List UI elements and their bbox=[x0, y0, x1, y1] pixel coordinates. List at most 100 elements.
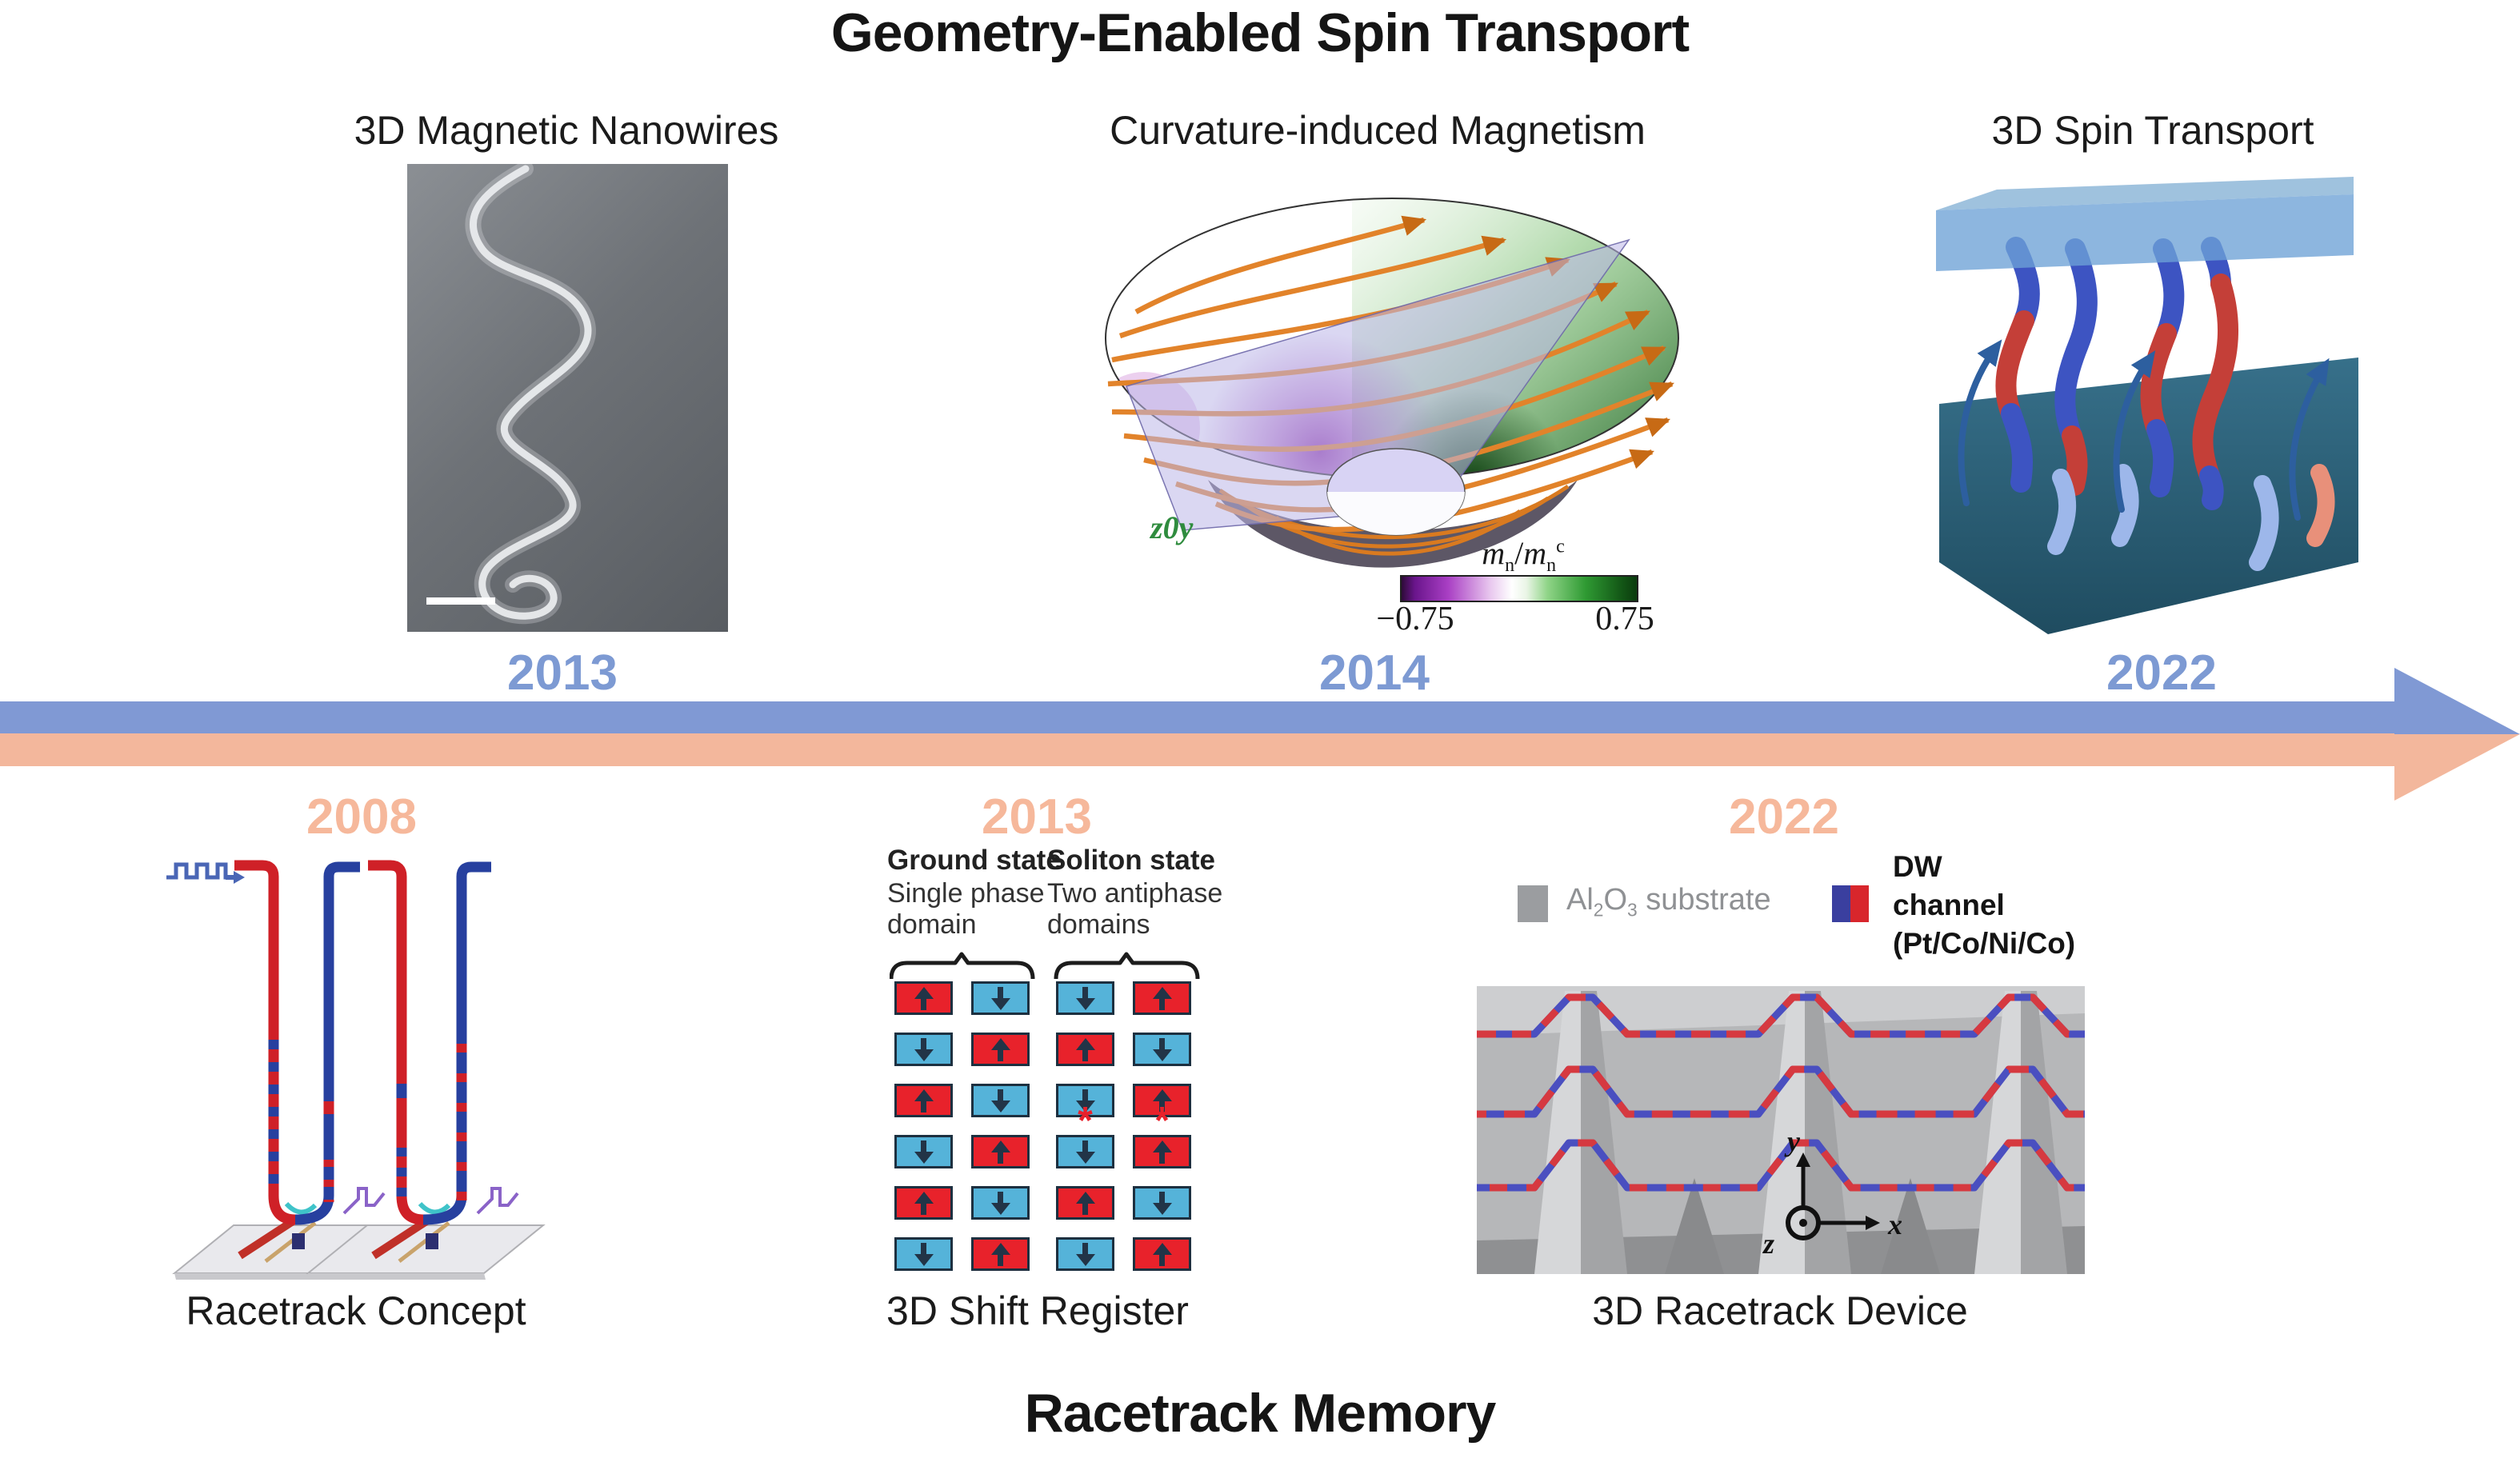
domain-cell-up-domain bbox=[894, 1186, 953, 1220]
down-arrow-icon bbox=[914, 1037, 934, 1061]
z0y-plane bbox=[1126, 238, 1630, 531]
read-pulse-icon bbox=[342, 1187, 519, 1215]
down-arrow-icon bbox=[1075, 1140, 1095, 1164]
dw-channel-tracks bbox=[1477, 993, 2085, 1192]
nanowires-panel-label: 3D Magnetic Nanowires bbox=[354, 108, 779, 153]
arrowhead-top-icon bbox=[2394, 668, 2520, 734]
valley-shadow bbox=[1665, 1178, 1724, 1274]
subtitle-line: domain bbox=[887, 909, 977, 940]
up-arrow-icon bbox=[1075, 1191, 1095, 1215]
spin-current-arrows bbox=[1958, 339, 2330, 521]
domain-cell-up-domain bbox=[971, 1135, 1030, 1168]
domain-cell-down-domain bbox=[1133, 1186, 1191, 1220]
top-section-title: Geometry-Enabled Spin Transport bbox=[830, 2, 1690, 63]
subtitle-line: Single phase bbox=[887, 878, 1045, 909]
timeline-year-bottom-1: 2008 bbox=[306, 789, 417, 845]
legend-line: (Pt/Co/Ni/Co) bbox=[1893, 927, 2076, 960]
domain-cell-down-domain bbox=[1056, 1084, 1114, 1117]
colorbar-max-label: 0.75 bbox=[1595, 601, 1654, 637]
group-brackets bbox=[890, 952, 1200, 980]
legend-text-part: 2 bbox=[1593, 899, 1604, 921]
domain-cell-down-domain bbox=[1056, 1237, 1114, 1271]
down-arrow-icon bbox=[1152, 1191, 1172, 1215]
cap-hole-highlight bbox=[1327, 492, 1465, 535]
coordinate-axes-icon: y x z bbox=[1762, 1125, 1902, 1260]
colorbar bbox=[1400, 575, 1638, 602]
domain-cell-down-domain bbox=[894, 1135, 953, 1168]
ground-bracket-icon bbox=[890, 952, 1035, 980]
substrate-ridges bbox=[1534, 991, 2067, 1274]
spin-transport-figure bbox=[1936, 177, 2358, 634]
z-axis-label: z bbox=[1762, 1228, 1774, 1260]
x-axis-label: x bbox=[1887, 1208, 1902, 1240]
domain-cell-down-domain bbox=[1133, 1033, 1191, 1066]
device-label: 3D Racetrack Device bbox=[1592, 1288, 1968, 1333]
timeline-year-top-2: 2014 bbox=[1319, 645, 1430, 701]
soliton-state-grid: * * bbox=[1056, 981, 1191, 1271]
domain-cell-up-domain bbox=[1133, 981, 1191, 1015]
sem-scale-bar bbox=[426, 597, 495, 605]
up-arrow-icon bbox=[914, 986, 934, 1010]
timeline-year-bottom-3: 2022 bbox=[1729, 789, 1839, 845]
up-arrow-icon bbox=[1152, 1242, 1172, 1266]
down-arrow-icon bbox=[990, 986, 1010, 1010]
arrowhead-bottom-icon bbox=[2394, 734, 2520, 801]
concept-label: Racetrack Concept bbox=[186, 1288, 526, 1333]
racetrack-concept-figure bbox=[166, 860, 546, 1280]
soliton-asterisk: * bbox=[1154, 1100, 1170, 1142]
down-arrow-icon bbox=[990, 1089, 1010, 1112]
legend-line: DW bbox=[1893, 850, 1942, 883]
up-arrow-icon bbox=[914, 1089, 934, 1112]
domain-cell-down-domain bbox=[971, 1084, 1030, 1117]
dw-swatch-blue bbox=[1832, 885, 1850, 922]
dw-swatch-red bbox=[1850, 885, 1869, 922]
plane-label: z0y bbox=[1149, 509, 1194, 545]
domain-cell-up-domain bbox=[894, 981, 953, 1015]
legend-text-part: O bbox=[1603, 883, 1628, 917]
legend-text-part: Al bbox=[1566, 883, 1594, 917]
current-pulse-icon bbox=[166, 862, 245, 884]
up-arrow-icon bbox=[990, 1140, 1010, 1164]
domain-cell-down-domain bbox=[1056, 981, 1114, 1015]
colorbar-min-label: −0.75 bbox=[1376, 601, 1454, 637]
colorbar-title: mn/mnc bbox=[1482, 534, 1565, 577]
domain-cell-down-domain bbox=[894, 1033, 953, 1066]
subtitle-line: domains bbox=[1047, 909, 1150, 940]
racetrack-wires bbox=[234, 860, 491, 1225]
top-plate-topface bbox=[1936, 177, 2354, 210]
substrate-legend-text: Al2O3 substrate bbox=[1566, 883, 1771, 921]
up-arrow-icon bbox=[1075, 1037, 1095, 1061]
timeline-year-top-3: 2022 bbox=[2106, 645, 2217, 701]
sem-nanowire-image bbox=[407, 161, 728, 632]
curvature-cap-figure: z0y bbox=[1105, 198, 1679, 602]
up-arrow-icon bbox=[990, 1242, 1010, 1266]
legend-text-part: 3 bbox=[1627, 899, 1638, 921]
ground-state-subtitle: Single phase domain bbox=[887, 878, 1045, 941]
down-arrow-icon bbox=[914, 1140, 934, 1164]
colorbar-sub: n bbox=[1505, 555, 1515, 576]
subtitle-line: Two antiphase bbox=[1047, 878, 1223, 909]
colorbar-var: m bbox=[1523, 535, 1547, 571]
domain-cell-up-domain: * bbox=[1133, 1102, 1191, 1168]
substrate-swatch bbox=[1518, 885, 1548, 922]
shift-register-label: 3D Shift Register bbox=[886, 1288, 1189, 1333]
timeline-year-bottom-2: 2013 bbox=[982, 789, 1092, 845]
colorbar-slash: / bbox=[1514, 535, 1524, 571]
timeline-band-top bbox=[0, 701, 2394, 733]
up-arrow-icon bbox=[1152, 986, 1172, 1010]
domain-cell-down-domain bbox=[971, 1186, 1030, 1220]
racetrack-device-figure: y x z bbox=[1477, 986, 2085, 1274]
domain-cell-up-domain bbox=[1133, 1084, 1191, 1117]
platforms bbox=[172, 1224, 546, 1280]
soliton-bracket-icon bbox=[1054, 952, 1200, 980]
curvature-panel-label: Curvature-induced Magnetism bbox=[1110, 108, 1646, 153]
soliton-asterisk: * bbox=[1078, 1100, 1093, 1142]
ground-state-grid bbox=[894, 981, 1030, 1271]
legend-text-part: substrate bbox=[1637, 883, 1771, 917]
domain-cell-up-domain bbox=[971, 1237, 1030, 1271]
spin-transport-panel-label: 3D Spin Transport bbox=[1991, 108, 2314, 153]
soliton-state-subtitle: Two antiphase domains bbox=[1047, 878, 1222, 941]
dw-channel-swatch bbox=[1832, 885, 1869, 922]
helical-nanowire-drawing bbox=[426, 161, 596, 625]
